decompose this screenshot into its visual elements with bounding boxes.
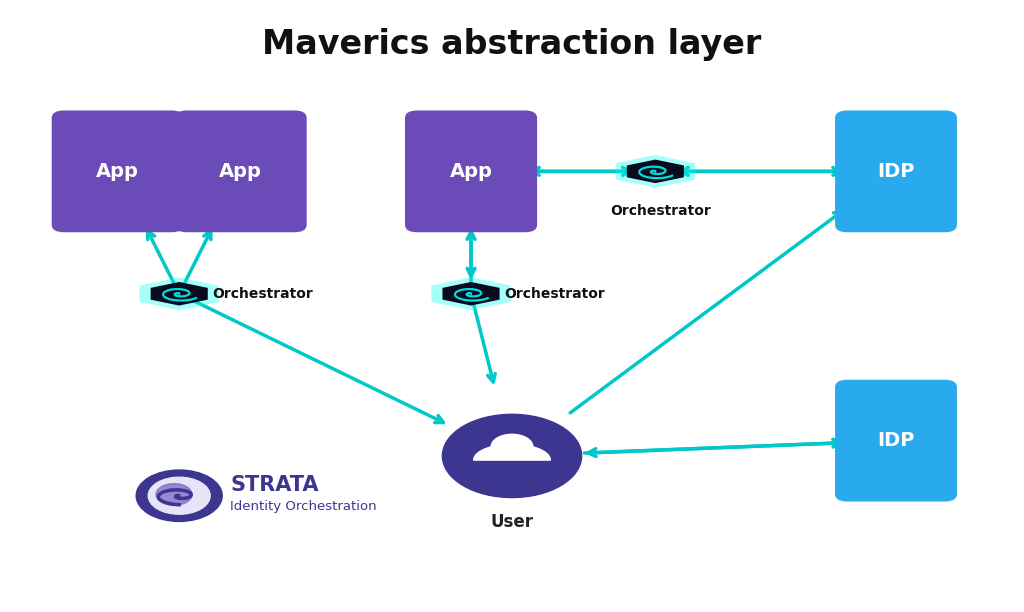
Text: App: App xyxy=(450,162,493,181)
Text: IDP: IDP xyxy=(878,162,914,181)
FancyBboxPatch shape xyxy=(174,111,307,233)
FancyBboxPatch shape xyxy=(836,379,956,502)
Polygon shape xyxy=(431,277,511,310)
FancyBboxPatch shape xyxy=(836,111,956,233)
Text: Maverics abstraction layer: Maverics abstraction layer xyxy=(262,28,762,61)
Circle shape xyxy=(492,435,532,459)
Text: Orchestrator: Orchestrator xyxy=(504,287,604,300)
Polygon shape xyxy=(615,155,695,188)
Polygon shape xyxy=(627,160,684,183)
Text: STRATA: STRATA xyxy=(230,475,318,494)
Circle shape xyxy=(136,470,222,521)
FancyBboxPatch shape xyxy=(406,111,537,233)
Text: Identity Orchestration: Identity Orchestration xyxy=(230,500,377,513)
Circle shape xyxy=(156,483,193,506)
Polygon shape xyxy=(139,277,219,310)
Polygon shape xyxy=(151,282,208,305)
Circle shape xyxy=(442,414,582,498)
Circle shape xyxy=(148,477,210,514)
FancyBboxPatch shape xyxy=(51,111,184,233)
Text: Orchestrator: Orchestrator xyxy=(212,287,312,300)
Text: App: App xyxy=(96,162,139,181)
Text: App: App xyxy=(219,162,262,181)
Polygon shape xyxy=(442,282,500,305)
Text: User: User xyxy=(490,513,534,531)
Polygon shape xyxy=(474,444,550,460)
Text: IDP: IDP xyxy=(878,431,914,450)
Text: Orchestrator: Orchestrator xyxy=(610,204,711,218)
